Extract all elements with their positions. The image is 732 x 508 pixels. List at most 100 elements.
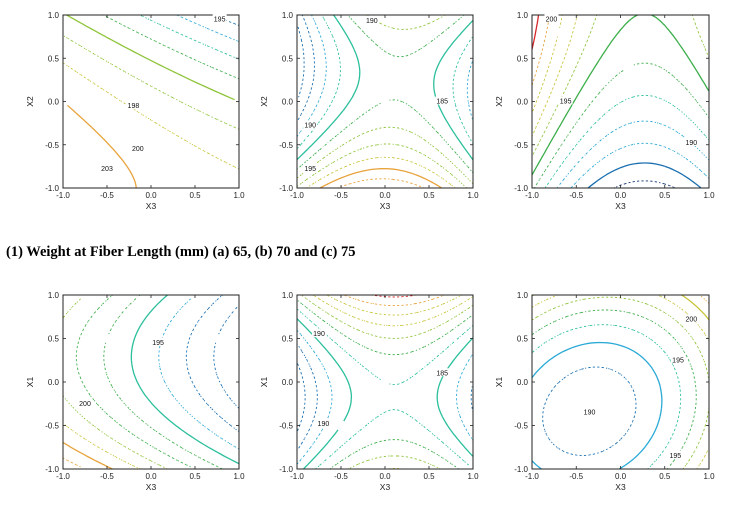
contour-value-label: 190 bbox=[304, 123, 316, 130]
contour-label-bg bbox=[312, 329, 326, 338]
contour-label-bg bbox=[435, 368, 450, 377]
contour-level-199 bbox=[63, 422, 141, 469]
x-tick-label: -1.0 bbox=[290, 191, 304, 200]
contour-panel-2: -1.0 -0.5 0.0 0.5 1.0 1.0 0.5 0.0 -0.5 -1.0 X3 X2 19… bbox=[259, 11, 479, 211]
contour-label-bg bbox=[100, 163, 114, 172]
contour-value-label: 200 bbox=[546, 16, 558, 23]
contour-level-197 bbox=[75, 295, 191, 468]
y-tick-label: 0.5 bbox=[282, 54, 294, 63]
contour-level-189 bbox=[297, 15, 473, 150]
contour-level-194 bbox=[306, 156, 456, 188]
contour-level-198 bbox=[532, 296, 709, 469]
contour-label-bg bbox=[668, 450, 683, 459]
y-tick-label: 1.0 bbox=[517, 291, 529, 300]
x-tick-label: 1.0 bbox=[467, 191, 479, 200]
contour-level-194 bbox=[542, 366, 637, 456]
contour-label-bg bbox=[582, 407, 597, 416]
contour-level-197 bbox=[532, 309, 697, 469]
x-tick-label: -0.5 bbox=[334, 191, 348, 200]
contour-label-bg bbox=[684, 314, 699, 323]
y-tick-label: 1.0 bbox=[48, 11, 60, 20]
contour-value-label: 185 bbox=[436, 370, 448, 377]
y-axis-label: X2 bbox=[259, 96, 269, 107]
contour-value-label: 190 bbox=[366, 18, 378, 25]
contour-level-192 bbox=[213, 304, 239, 409]
contour-level-196 bbox=[532, 15, 709, 157]
y-tick-label: -1.0 bbox=[514, 465, 528, 474]
x-tick-label: 0.0 bbox=[615, 472, 627, 481]
contour-level-195 bbox=[130, 295, 239, 465]
contour-lines bbox=[63, 15, 239, 188]
plot-frame bbox=[62, 14, 240, 189]
figure-caption: (1) Weight at Fiber Length (mm) (a) 65, … bbox=[6, 244, 356, 260]
x-tick-label: 1.0 bbox=[703, 191, 715, 200]
contour-label-bg bbox=[126, 100, 141, 109]
y-tick-label: -1.0 bbox=[514, 184, 528, 193]
contour-label-bg bbox=[303, 163, 318, 172]
contour-level-195 bbox=[532, 15, 709, 176]
x-tick-label: -1.0 bbox=[56, 191, 70, 200]
y-tick-label: 0.0 bbox=[517, 378, 529, 387]
x-tick-label: 0.0 bbox=[379, 472, 391, 481]
contour-label-bg bbox=[435, 96, 450, 105]
contour-level-193 bbox=[297, 143, 468, 188]
y-tick-label: -1.0 bbox=[45, 465, 59, 474]
y-tick-label: 1.0 bbox=[517, 11, 529, 20]
contour-level-188 bbox=[297, 15, 473, 137]
y-tick-label: -0.5 bbox=[514, 141, 528, 150]
contour-level-195 bbox=[532, 341, 663, 469]
contour-level-199 bbox=[532, 295, 709, 469]
contour-level-191 bbox=[297, 308, 473, 469]
x-tick-label: 1.0 bbox=[233, 472, 245, 481]
contour-level-198 bbox=[67, 104, 137, 188]
x-axis-label: X3 bbox=[380, 482, 391, 492]
contour-level-196 bbox=[337, 178, 425, 188]
x-tick-label: 0.5 bbox=[659, 191, 671, 200]
x-tick-label: -1.0 bbox=[525, 472, 539, 481]
contour-lines bbox=[63, 295, 239, 469]
contour-value-label: 190 bbox=[313, 331, 325, 338]
contour-label-bg bbox=[151, 337, 166, 346]
contour-value-label: 185 bbox=[436, 99, 448, 106]
contour-panel-1: -1.0 -0.5 0.0 0.5 1.0 1.0 0.5 0.0 -0.5 -1.0 X3 X2 19… bbox=[25, 11, 245, 211]
contour-value-label: 195 bbox=[214, 16, 226, 23]
y-tick-label: 0.0 bbox=[48, 378, 60, 387]
y-axis-label: X1 bbox=[259, 377, 269, 388]
contour-lines bbox=[532, 15, 709, 188]
y-axis-label: X1 bbox=[494, 377, 504, 388]
y-axis-label: X1 bbox=[25, 377, 35, 388]
contour-value-label: 198 bbox=[128, 103, 140, 110]
contour-level-192 bbox=[176, 15, 239, 43]
contour-level-199 bbox=[532, 15, 551, 86]
contour-level-201 bbox=[699, 295, 709, 304]
contour-panel-4: -1.0 -0.5 0.0 0.5 1.0 1.0 0.5 0.0 -0.5 -1.0 X3 X1 19… bbox=[25, 291, 245, 492]
contour-level-187 bbox=[297, 15, 315, 122]
contour-lines bbox=[297, 295, 473, 469]
contour-label-bg bbox=[544, 14, 559, 23]
x-tick-label: 0.5 bbox=[423, 191, 435, 200]
contour-level-195 bbox=[326, 295, 463, 316]
y-tick-label: 0.0 bbox=[48, 98, 60, 107]
x-tick-label: 0.0 bbox=[615, 191, 627, 200]
contour-level-195 bbox=[66, 15, 235, 101]
x-tick-label: 1.0 bbox=[467, 472, 479, 481]
y-tick-label: 0.0 bbox=[282, 378, 294, 387]
contour-level-200 bbox=[532, 15, 540, 50]
y-tick-label: -1.0 bbox=[279, 465, 293, 474]
plot-frame bbox=[531, 294, 710, 470]
contour-level-194 bbox=[534, 62, 709, 188]
contour-level-192 bbox=[556, 120, 709, 188]
contour-label-bg bbox=[130, 144, 145, 153]
contour-value-label: 200 bbox=[685, 316, 697, 323]
y-tick-label: -1.0 bbox=[279, 184, 293, 193]
contour-level-197 bbox=[63, 62, 239, 170]
x-tick-label: 0.0 bbox=[145, 472, 157, 481]
x-tick-label: 0.5 bbox=[189, 191, 201, 200]
contour-label-bg bbox=[364, 16, 379, 25]
x-tick-label: 1.0 bbox=[233, 191, 245, 200]
x-axis-label: X3 bbox=[146, 482, 157, 492]
contour-level-190 bbox=[297, 15, 473, 161]
x-tick-label: 0.5 bbox=[189, 472, 201, 481]
x-tick-label: -0.5 bbox=[334, 472, 348, 481]
contour-level-190 bbox=[297, 318, 473, 469]
